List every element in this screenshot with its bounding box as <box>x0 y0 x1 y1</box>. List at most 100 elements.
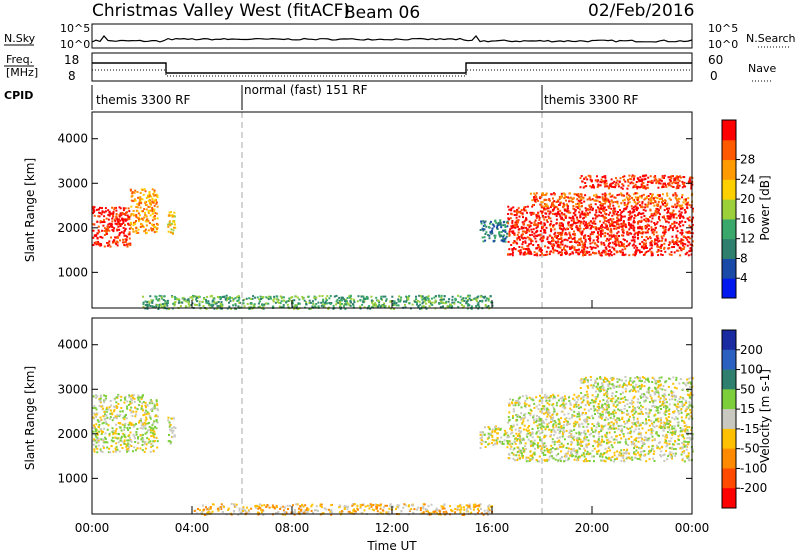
echo-cell <box>115 405 118 407</box>
echo-cell <box>687 254 690 257</box>
echo-cell <box>639 195 641 198</box>
echo-cell <box>644 253 646 256</box>
echo-cell <box>647 250 650 253</box>
echo-cell <box>493 439 496 442</box>
echo-cell <box>104 418 107 421</box>
echo-cell <box>669 242 672 245</box>
echo-cell <box>596 180 599 183</box>
echo-cell <box>691 240 694 243</box>
echo-cell <box>598 196 601 198</box>
echo-cell <box>635 202 638 205</box>
echo-cell <box>595 196 598 199</box>
echo-cell <box>594 226 597 229</box>
echo-cell <box>570 450 573 453</box>
echo-cell <box>542 236 545 239</box>
echo-cell <box>576 221 579 224</box>
echo-cell <box>579 227 582 230</box>
echo-cell <box>597 232 599 235</box>
echo-cell <box>553 440 556 443</box>
echo-cell <box>632 227 635 230</box>
echo-cell <box>117 222 120 225</box>
echo-cell <box>668 215 671 218</box>
echo-region-0 <box>92 205 132 248</box>
echo-cell <box>104 413 107 416</box>
echo-cell <box>659 182 662 185</box>
echo-cell <box>651 399 654 402</box>
echo-cell <box>312 303 315 306</box>
echo-cell <box>599 254 602 257</box>
echo-cell <box>124 422 127 425</box>
echo-cell <box>539 254 542 257</box>
echo-cell <box>621 253 624 256</box>
echo-cell <box>144 228 147 231</box>
echo-cell <box>168 220 171 223</box>
echo-cell <box>649 197 652 200</box>
echo-cell <box>611 427 614 430</box>
echo-cell <box>335 294 338 297</box>
echo-cell <box>538 436 541 439</box>
echo-cell <box>140 210 143 213</box>
echo-cell <box>108 406 111 409</box>
echo-cell <box>612 234 615 237</box>
echo-cell <box>282 296 285 299</box>
echo-cell <box>372 303 375 306</box>
echo-cell <box>131 423 134 426</box>
echo-cell <box>592 184 594 187</box>
echo-cell <box>605 404 608 407</box>
echo-cell <box>634 236 637 239</box>
echo-cell <box>653 204 656 207</box>
echo-cell <box>389 300 392 303</box>
echo-cell <box>173 426 176 429</box>
echo-cell <box>644 399 647 402</box>
echo-cell <box>595 179 598 182</box>
echo-cell <box>471 298 474 301</box>
echo-cell <box>680 211 683 214</box>
echo-cell <box>258 298 261 301</box>
echo-cell <box>267 298 270 301</box>
echo-cell <box>633 453 636 456</box>
echo-cell <box>568 400 571 402</box>
echo-cell <box>654 223 656 226</box>
echo-cell <box>136 216 139 219</box>
echo-cell <box>122 432 125 435</box>
echo-cell <box>564 231 567 234</box>
echo-cell <box>484 303 487 306</box>
echo-cell <box>114 430 117 433</box>
echo-cell <box>583 213 586 216</box>
echo-cell <box>381 304 384 307</box>
echo-cell <box>633 217 636 220</box>
echo-cell <box>580 195 583 198</box>
echo-cell <box>613 438 616 441</box>
echo-cell <box>309 307 312 310</box>
echo-cell <box>666 436 668 439</box>
echo-cell <box>605 224 608 227</box>
echo-cell <box>680 416 683 419</box>
echo-cell <box>687 197 690 200</box>
echo-cell <box>689 219 692 222</box>
echo-region-2 <box>167 211 177 235</box>
echo-cell <box>558 204 560 206</box>
echo-cell <box>521 213 524 216</box>
echo-cell <box>527 432 529 435</box>
echo-cell <box>617 242 620 245</box>
echo-cell <box>606 237 609 240</box>
echo-cell <box>652 214 655 217</box>
echo-cell <box>559 241 562 244</box>
echo-cell <box>615 427 618 430</box>
echo-cell <box>611 222 614 224</box>
echo-cell <box>128 233 131 236</box>
echo-cell <box>607 213 610 216</box>
echo-cell <box>672 216 675 219</box>
echo-cell <box>104 398 107 401</box>
echo-cell <box>675 452 677 455</box>
echo-cell <box>650 213 653 215</box>
echo-cell <box>597 449 600 452</box>
echo-cell <box>650 200 653 203</box>
echo-cell <box>126 400 129 403</box>
echo-cell <box>151 198 154 200</box>
echo-cell <box>148 303 150 306</box>
echo-cell <box>132 410 135 413</box>
echo-cell <box>545 212 548 215</box>
echo-cell <box>93 234 96 237</box>
echo-cell <box>104 397 107 400</box>
